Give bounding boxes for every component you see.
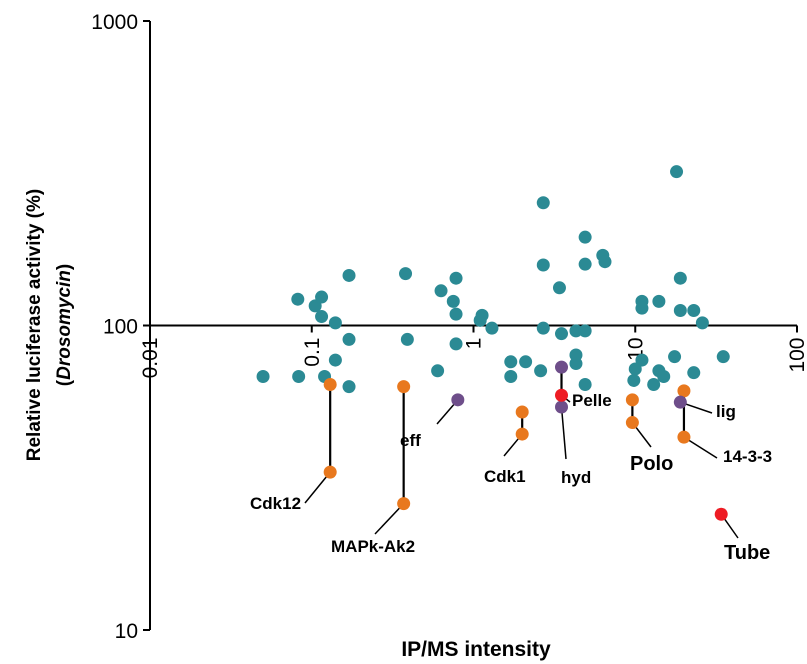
purple-data-point <box>555 360 569 374</box>
teal-data-point <box>434 284 448 298</box>
orange-data-point <box>677 384 691 398</box>
teal-data-point <box>695 316 709 330</box>
y-axis-label-open: ( <box>54 379 75 386</box>
teal-data-point <box>315 310 329 324</box>
teal-data-point <box>647 378 661 392</box>
purple-data-point <box>673 395 687 409</box>
teal-data-point <box>534 364 548 378</box>
teal-data-point <box>569 357 583 371</box>
orange-data-point <box>625 416 639 430</box>
teal-data-point <box>292 370 306 384</box>
teal-data-point <box>628 362 642 376</box>
y-tick-label: 10 <box>115 620 138 643</box>
y-tick-label: 1000 <box>91 11 138 34</box>
teal-data-point <box>552 281 566 295</box>
teal-data-point <box>485 321 499 335</box>
teal-data-point <box>687 304 701 318</box>
annotation-cdk1: Cdk1 <box>484 467 526 486</box>
teal-data-point <box>598 255 612 269</box>
teal-data-point <box>536 196 550 210</box>
teal-data-point <box>555 327 569 341</box>
annotation-hyd: hyd <box>561 468 591 487</box>
x-axis-label: IP/MS intensity <box>401 638 551 661</box>
annotation-tube: Tube <box>724 542 770 564</box>
teal-data-point <box>578 324 592 338</box>
y-axis-label-italic: Drosomycin <box>54 270 75 380</box>
teal-data-point <box>328 353 342 367</box>
orange-data-point <box>397 380 411 394</box>
teal-data-point <box>399 267 413 281</box>
annotation-pelle: Pelle <box>572 391 612 410</box>
teal-data-point <box>446 294 460 308</box>
purple-data-point <box>451 393 465 407</box>
teal-data-point <box>657 370 671 384</box>
leader-line-1433 <box>683 436 718 459</box>
orange-data-point <box>323 378 337 392</box>
teal-data-point <box>578 230 592 244</box>
annotation-mapk: MAPk-Ak2 <box>331 537 415 556</box>
purple-data-point <box>555 400 569 414</box>
teal-data-point <box>504 355 518 369</box>
teal-data-point <box>652 294 666 308</box>
orange-data-point <box>323 465 337 479</box>
y-tick-label: 100 <box>103 316 138 339</box>
teal-data-point <box>670 165 684 179</box>
x-tick-label: 0.01 <box>139 338 162 379</box>
leader-line-cdk12 <box>304 471 331 504</box>
red-data-point <box>555 388 569 402</box>
orange-data-point <box>397 497 411 511</box>
teal-data-point <box>291 292 305 306</box>
teal-data-point <box>635 301 649 315</box>
teal-data-point <box>673 271 687 285</box>
teal-data-point <box>315 290 329 304</box>
orange-data-point <box>677 430 691 444</box>
teal-data-point <box>256 370 270 384</box>
teal-data-point <box>328 316 342 330</box>
teal-data-point <box>536 258 550 272</box>
red-data-point <box>714 507 728 521</box>
x-tick-label: 1 <box>463 338 486 350</box>
leader-line-mapk <box>374 503 405 535</box>
teal-data-point <box>569 324 583 338</box>
teal-data-point <box>687 366 701 380</box>
y-axis-label-close: ) <box>54 264 75 270</box>
annotation-polo: Polo <box>630 453 673 475</box>
x-tick-label: 0.1 <box>301 338 324 367</box>
teal-data-point <box>578 378 592 392</box>
data-points <box>256 165 730 521</box>
teal-data-point <box>716 350 730 364</box>
teal-data-point <box>449 271 463 285</box>
annotation-lig: lig <box>716 402 736 421</box>
y-axis-label-line1: Relative luciferase activity (%) <box>24 189 45 461</box>
leader-line-hyd <box>560 406 567 460</box>
teal-data-point <box>342 268 356 282</box>
teal-data-point <box>536 321 550 335</box>
orange-data-point <box>625 393 639 407</box>
annotation-1433: 14-3-3 <box>723 447 772 466</box>
teal-data-point <box>578 257 592 271</box>
x-tick-label: 100 <box>786 338 807 373</box>
orange-data-point <box>515 405 529 419</box>
axis-titles: IP/MS intensity Relative luciferase acti… <box>24 189 551 661</box>
teal-data-point <box>635 353 649 367</box>
annotation-labels: Cdk12 MAPk-Ak2 eff Cdk1 Pelle hyd Polo lig 14-3-… <box>250 391 772 564</box>
teal-data-point <box>519 355 533 369</box>
teal-data-point <box>627 373 641 387</box>
teal-data-point <box>400 332 414 346</box>
annotation-cdk12: Cdk12 <box>250 494 301 513</box>
orange-data-point <box>515 427 529 441</box>
teal-data-point <box>431 364 445 378</box>
teal-data-point <box>668 350 682 364</box>
teal-data-point <box>449 307 463 321</box>
teal-data-point <box>342 332 356 346</box>
teal-data-point <box>475 308 489 322</box>
teal-data-point <box>449 337 463 351</box>
teal-data-point <box>342 380 356 394</box>
y-axis-label-line2: (Drosomycin) <box>54 264 75 386</box>
teal-data-point <box>504 370 518 384</box>
teal-data-point <box>673 304 687 318</box>
annotation-eff: eff <box>400 431 421 450</box>
